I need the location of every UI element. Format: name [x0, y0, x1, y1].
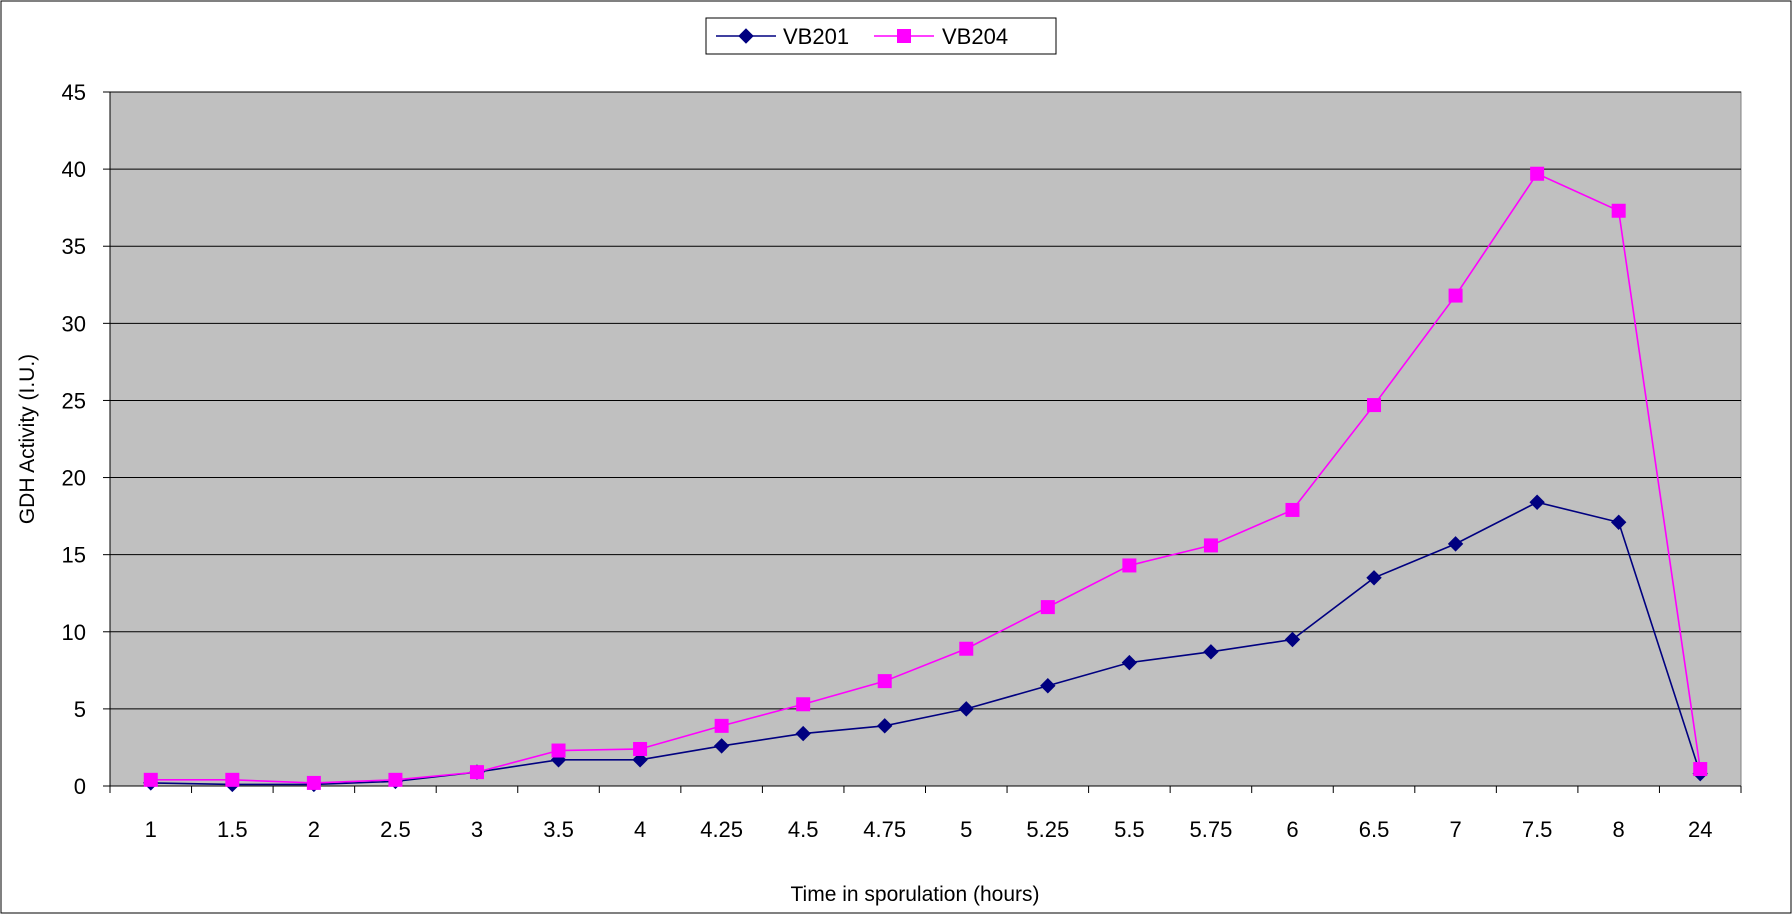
series-layer — [143, 166, 1708, 793]
x-tick-label: 3 — [471, 817, 483, 842]
y-tick-label: 35 — [62, 234, 86, 259]
x-tick-label: 3.5 — [543, 817, 574, 842]
x-tick-label: 1 — [145, 817, 157, 842]
data-point-vb201 — [632, 752, 648, 768]
legend: VB201 VB204 — [705, 17, 1057, 55]
data-point-vb201 — [1447, 536, 1464, 552]
data-point-vb204 — [796, 697, 811, 712]
y-axis-title: GDH Activity (I.U.) — [16, 354, 39, 524]
data-point-vb204 — [1367, 398, 1382, 413]
x-tick-label: 7 — [1449, 817, 1461, 842]
x-tick-label: 5.25 — [1026, 817, 1069, 842]
plot-area — [109, 91, 1742, 787]
data-point-vb204 — [306, 775, 321, 790]
x-tick-label: 5 — [960, 817, 972, 842]
y-tick-label: 20 — [62, 466, 86, 491]
data-point-vb204 — [1040, 600, 1055, 615]
data-point-vb201 — [1040, 678, 1056, 694]
x-tick-label: 5.75 — [1190, 817, 1233, 842]
data-point-vb204 — [1693, 762, 1708, 777]
data-point-vb204 — [1530, 166, 1545, 181]
series-vb204 — [143, 166, 1708, 790]
y-tick-label: 30 — [62, 311, 86, 336]
x-tick-label: 4.25 — [700, 817, 743, 842]
x-tick-label: 7.5 — [1522, 817, 1553, 842]
data-point-vb201 — [795, 725, 811, 742]
x-tick-label: 24 — [1688, 817, 1712, 842]
gridlines — [110, 91, 1741, 710]
y-tick-label: 0 — [74, 774, 86, 799]
x-tick-label: 4 — [634, 817, 646, 842]
legend-marker-vb204 — [897, 29, 911, 43]
y-tick-label: 45 — [62, 80, 86, 105]
data-point-vb201 — [1121, 654, 1138, 671]
y-tick-label: 10 — [62, 620, 86, 645]
data-point-vb204 — [1122, 558, 1137, 573]
x-tick-label: 4.75 — [863, 817, 906, 842]
y-tick-label: 40 — [62, 157, 86, 182]
data-point-vb204 — [1285, 502, 1300, 517]
x-tick-label: 5.5 — [1114, 817, 1145, 842]
y-tick-label: 15 — [62, 543, 86, 568]
axes: 0 5 10 15 20 25 30 35 40 45 1 1.5 2 2.5 3 3.5 4 4.25 4.5 4.… — [62, 80, 1742, 842]
x-tick-label: 6 — [1286, 817, 1298, 842]
x-axis-title: Time in sporulation (hours) — [791, 883, 1040, 906]
data-point-vb201 — [1610, 514, 1627, 530]
data-point-vb204 — [959, 641, 974, 656]
data-point-vb201 — [1366, 570, 1382, 586]
x-tick-label: 2.5 — [380, 817, 411, 842]
y-tick-label: 5 — [74, 697, 86, 722]
data-point-vb204 — [1448, 288, 1463, 303]
x-tick-label: 4.5 — [788, 817, 819, 842]
data-point-vb204 — [551, 743, 566, 758]
data-point-vb204 — [1611, 203, 1626, 218]
data-point-vb204 — [143, 772, 158, 787]
data-point-vb204 — [714, 718, 729, 733]
series-line-vb201 — [150, 501, 1701, 786]
data-point-vb204 — [388, 772, 403, 787]
x-tick-label: 6.5 — [1359, 817, 1390, 842]
data-point-vb204 — [1203, 538, 1218, 553]
data-point-vb204 — [633, 741, 648, 756]
series-line-vb204 — [150, 172, 1702, 784]
x-tick-label: 1.5 — [217, 817, 248, 842]
data-point-vb204 — [225, 772, 240, 787]
data-point-vb201 — [1529, 494, 1545, 510]
data-point-vb201 — [877, 718, 893, 734]
legend-label-vb204: VB204 — [942, 24, 1008, 49]
data-point-vb201 — [713, 738, 730, 754]
data-point-vb204 — [469, 765, 484, 780]
y-tick-label: 25 — [62, 388, 86, 413]
data-point-vb201 — [958, 701, 974, 717]
x-tick-label: 2 — [308, 817, 320, 842]
data-point-vb201 — [1284, 631, 1301, 648]
data-point-vb201 — [1203, 644, 1219, 660]
legend-label-vb201: VB201 — [783, 24, 849, 49]
x-tick-label: 8 — [1613, 817, 1625, 842]
data-point-vb204 — [877, 674, 892, 689]
legend-marker-vb201 — [738, 28, 754, 44]
